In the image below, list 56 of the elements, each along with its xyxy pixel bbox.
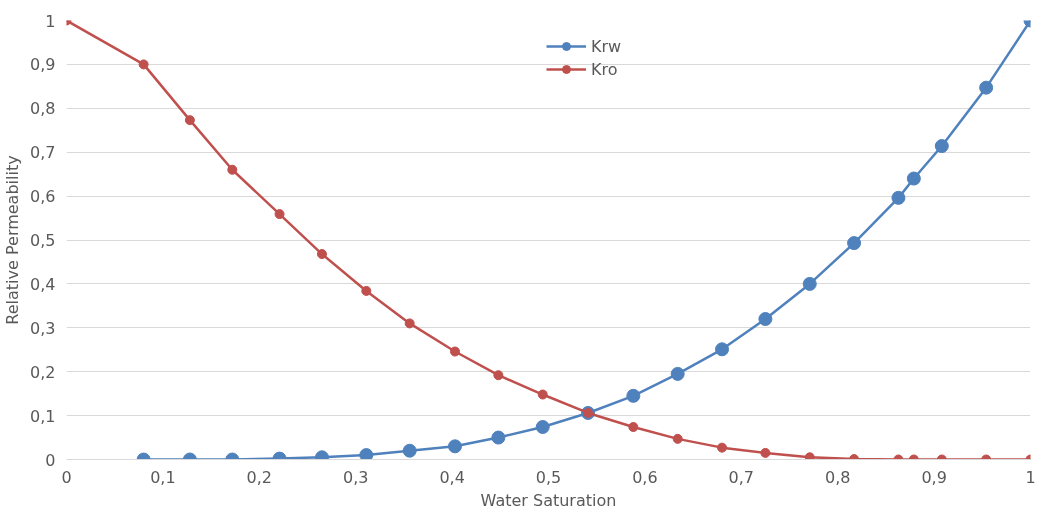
x-tick-label: 0,9	[921, 467, 947, 487]
point	[359, 448, 374, 460]
x-tick-label: 0,6	[632, 467, 658, 487]
x-tick-label: 0,1	[150, 467, 176, 487]
point	[402, 443, 417, 458]
point	[670, 366, 685, 381]
x-tick-label: 0,7	[728, 467, 755, 487]
legend-label: Kro	[591, 59, 618, 79]
x-tick-label: 0,3	[342, 467, 369, 487]
point	[404, 318, 415, 329]
point	[979, 80, 994, 95]
point	[184, 115, 195, 126]
x-tick-label: 0,2	[246, 467, 273, 487]
y-tick-label: 0,5	[30, 231, 56, 250]
y-tick-label: 0,9	[30, 55, 56, 75]
point	[847, 236, 862, 251]
point	[717, 442, 728, 453]
point	[906, 171, 921, 186]
y-tick-label: 0,1	[30, 406, 56, 426]
point	[758, 312, 773, 327]
point	[447, 439, 462, 454]
x-tick-label: 0,4	[439, 467, 465, 487]
x-tick-label: 0	[61, 467, 72, 487]
point	[493, 370, 504, 381]
point	[628, 422, 639, 433]
y-tick-label: 0,8	[30, 99, 56, 119]
point	[934, 139, 949, 154]
y-tick-label: 0,4	[30, 274, 56, 294]
point	[715, 342, 730, 357]
y-tick-label: 0,7	[30, 143, 56, 163]
point	[274, 209, 285, 220]
y-tick-label: 0,3	[30, 318, 56, 338]
x-tick-label: 0,5	[535, 467, 562, 487]
point	[804, 452, 815, 460]
y-tick-label: 1	[45, 11, 56, 31]
y-tick-label: 0,2	[30, 362, 56, 382]
point	[537, 389, 548, 400]
point	[316, 249, 327, 260]
point	[760, 447, 771, 458]
y-tick-label: 0,6	[30, 187, 56, 207]
x-tick-label: 1	[1025, 467, 1036, 487]
point	[138, 59, 149, 70]
point	[361, 285, 372, 296]
point	[891, 190, 906, 205]
y-axis-title: Relative Permeability	[3, 155, 23, 325]
x-axis-title: Water Saturation	[480, 490, 617, 510]
point	[672, 433, 683, 444]
y-tick-label: 0	[45, 450, 56, 470]
x-tick-label: 0,8	[824, 467, 851, 487]
point	[626, 388, 641, 403]
legend-label: Krw	[591, 36, 622, 56]
point	[491, 430, 506, 445]
point	[535, 420, 550, 434]
point	[449, 346, 460, 357]
point	[227, 164, 238, 175]
point	[802, 276, 817, 291]
